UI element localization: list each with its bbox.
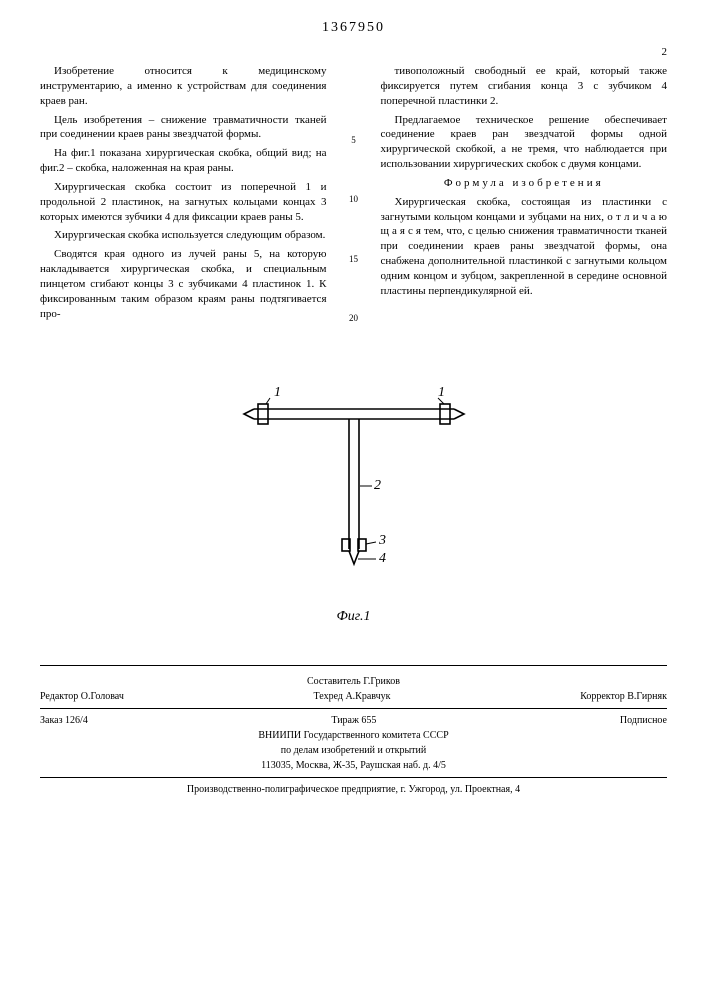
- formula-text: Хирургическая скобка, состоящая из пласт…: [381, 195, 668, 299]
- para: тивоположный свободный ее край, который …: [381, 64, 668, 109]
- line-mark: 15: [347, 253, 361, 265]
- para: На фиг.1 показана хирургическая скобка, …: [40, 146, 327, 176]
- doc-header: 1367950: [40, 20, 667, 36]
- footer-org2: по делам изобретений и открытий: [40, 745, 667, 756]
- fig-label-3: 3: [378, 533, 386, 548]
- footer-tirage: Тираж 655: [331, 715, 376, 726]
- right-column: тивоположный свободный ее край, который …: [381, 64, 668, 344]
- line-number-gutter: 5 10 15 20: [347, 64, 361, 344]
- footer-org1: ВНИИПИ Государственного комитета СССР: [40, 730, 667, 741]
- para: Хирургическая скобка состоит из поперечн…: [40, 180, 327, 225]
- left-column: Изобретение относится к медицинскому инс…: [40, 64, 327, 344]
- footer: Составитель Г.Гриков Редактор О.Головач …: [40, 665, 667, 795]
- footer-subscription: Подписное: [620, 715, 667, 726]
- staple-diagram: 1 1 2 3 4: [224, 374, 484, 594]
- fig-label-2: 2: [374, 478, 381, 493]
- line-mark: 20: [347, 312, 361, 324]
- footer-order: Заказ 126/4: [40, 715, 88, 726]
- figure-1: 1 1 2 3 4 Фиг.1: [40, 374, 667, 625]
- para: Предлагаемое техническое решение обеспеч…: [381, 113, 668, 172]
- footer-address: 113035, Москва, Ж-35, Раушская наб. д. 4…: [40, 760, 667, 771]
- text-columns: Изобретение относится к медицинскому инс…: [40, 64, 667, 344]
- footer-techred: Техред А.Кравчук: [314, 691, 391, 702]
- footer-compiler: Составитель Г.Гриков: [40, 676, 667, 687]
- doc-number: 1367950: [322, 20, 385, 35]
- formula-heading: Формула изобретения: [381, 176, 668, 191]
- line-mark: 10: [347, 193, 361, 205]
- figure-caption: Фиг.1: [40, 609, 667, 625]
- para: Хирургическая скобка используется следую…: [40, 228, 327, 243]
- para: Сводятся края одного из лучей раны 5, на…: [40, 247, 327, 321]
- footer-corrector: Корректор В.Гирняк: [580, 691, 667, 702]
- fig-label-1-left: 1: [274, 385, 281, 400]
- para: Изобретение относится к медицинскому инс…: [40, 64, 327, 109]
- line-mark: 5: [347, 134, 361, 146]
- page-number: 2: [40, 46, 667, 58]
- fig-label-4: 4: [379, 551, 386, 566]
- para: Цель изобретения – снижение травматичнос…: [40, 113, 327, 143]
- fig-label-1-right: 1: [438, 385, 445, 400]
- footer-editor: Редактор О.Головач: [40, 691, 124, 702]
- footer-printer: Производственно-полиграфическое предприя…: [40, 784, 667, 795]
